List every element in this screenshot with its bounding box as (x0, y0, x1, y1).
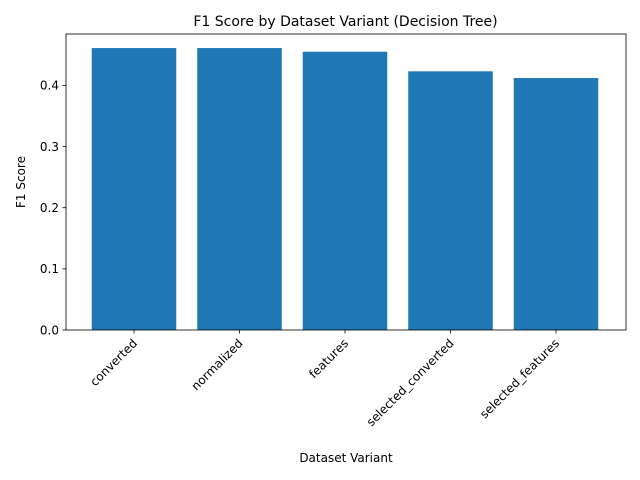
chart-title: F1 Score by Dataset Variant (Decision Tr… (193, 14, 497, 30)
plot-frame (65, 33, 627, 331)
bars (91, 48, 599, 331)
bar-converted (91, 48, 177, 330)
bar-selected-features (513, 78, 599, 330)
bar-features (302, 51, 388, 331)
x-axis-label: Dataset Variant (299, 451, 393, 465)
y-tick-label: 0.2 (40, 201, 59, 215)
y-tick-label: 0.3 (40, 140, 59, 154)
bar-normalized (197, 48, 282, 330)
y-tick-label: 0.4 (40, 79, 59, 93)
y-axis-ticks: 0.0 0.1 0.2 0.3 0.4 (40, 79, 66, 337)
y-axis-label: F1 Score (14, 156, 28, 208)
y-tick-label: 0.1 (40, 262, 59, 276)
bar-selected-converted (408, 71, 493, 330)
y-tick-label: 0.0 (40, 323, 59, 337)
